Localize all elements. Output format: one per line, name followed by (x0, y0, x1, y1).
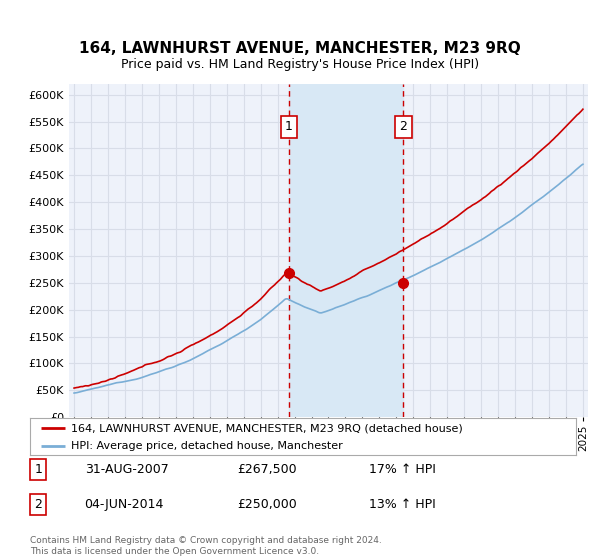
Text: 1: 1 (285, 120, 293, 133)
Text: Contains HM Land Registry data © Crown copyright and database right 2024.
This d: Contains HM Land Registry data © Crown c… (30, 536, 382, 556)
Text: 2: 2 (400, 120, 407, 133)
Text: 1: 1 (34, 464, 42, 477)
Text: 04-JUN-2014: 04-JUN-2014 (85, 498, 164, 511)
Text: 164, LAWNHURST AVENUE, MANCHESTER, M23 9RQ (detached house): 164, LAWNHURST AVENUE, MANCHESTER, M23 9… (71, 423, 463, 433)
Text: 164, LAWNHURST AVENUE, MANCHESTER, M23 9RQ: 164, LAWNHURST AVENUE, MANCHESTER, M23 9… (79, 41, 521, 56)
Text: 2: 2 (34, 498, 42, 511)
Text: 13% ↑ HPI: 13% ↑ HPI (368, 498, 435, 511)
Bar (289, 84, 403, 417)
Text: 17% ↑ HPI: 17% ↑ HPI (368, 464, 436, 477)
Text: £267,500: £267,500 (238, 464, 297, 477)
Text: £250,000: £250,000 (238, 498, 297, 511)
Text: 31-AUG-2007: 31-AUG-2007 (85, 464, 169, 477)
Text: Price paid vs. HM Land Registry's House Price Index (HPI): Price paid vs. HM Land Registry's House … (121, 58, 479, 71)
Text: HPI: Average price, detached house, Manchester: HPI: Average price, detached house, Manc… (71, 441, 343, 451)
